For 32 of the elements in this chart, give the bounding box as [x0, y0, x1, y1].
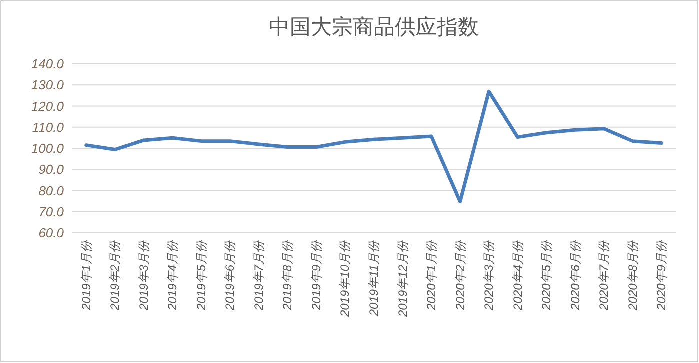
x-tick-label: 2020年5月份: [540, 240, 554, 312]
x-tick-label: 2020年8月份: [626, 240, 640, 312]
x-tick-label: 2019年1月份: [79, 240, 94, 312]
x-tick-label: 2020年2月份: [453, 240, 468, 312]
x-tick-label: 2020年6月份: [568, 240, 582, 312]
line-series: [84, 90, 664, 204]
y-tick-label: 100.0: [31, 141, 65, 156]
x-tick-label: 2019年10月份: [338, 240, 352, 318]
x-tick-label: 2019年5月份: [194, 240, 208, 312]
x-tick-label: 2020年4月份: [510, 240, 525, 312]
x-tick-label: 2020年7月份: [597, 240, 612, 312]
chart-title: 中国大宗商品供应指数: [269, 16, 479, 39]
y-tick-label: 110.0: [32, 120, 65, 135]
x-tick-label: 2019年8月份: [280, 240, 295, 312]
y-tick-label: 90.0: [38, 162, 65, 178]
y-tick-label: 70.0: [38, 204, 65, 220]
y-tick-label: 130.0: [31, 78, 65, 93]
y-tick-label: 140.0: [31, 56, 65, 72]
x-tick-label: 2019年6月份: [223, 240, 238, 312]
y-tick-label: 80.0: [38, 183, 65, 198]
x-tick-label: 2019年9月份: [309, 240, 324, 312]
x-tick-label: 2019年4月份: [166, 240, 180, 312]
y-tick-label: 120.0: [31, 98, 65, 114]
x-tick-label: 2019年2月份: [108, 240, 122, 312]
x-tick-label: 2020年9月份: [654, 240, 669, 312]
x-tick-label: 2020年3月份: [482, 240, 496, 312]
x-tick-label: 2019年11月份: [367, 240, 381, 318]
y-tick-label: 60.0: [38, 226, 65, 240]
x-tick-label: 2019年7月份: [252, 240, 266, 312]
x-tick-label: 2019年3月份: [136, 240, 151, 312]
x-tick-label: 2019年12月份: [396, 240, 410, 318]
x-tick-label: 2020年1月份: [424, 240, 439, 312]
